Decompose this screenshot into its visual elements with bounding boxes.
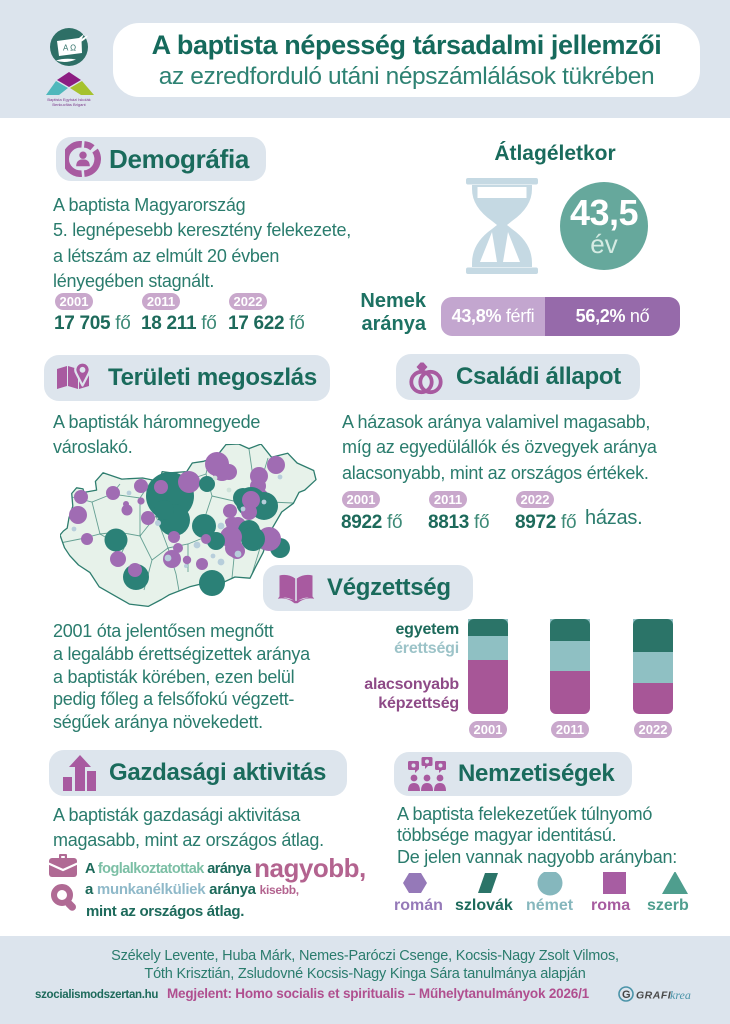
svg-text:Α Ω: Α Ω <box>63 44 76 53</box>
svg-text:krea: krea <box>670 988 691 1002</box>
svg-text:GRAFI: GRAFI <box>636 990 672 1002</box>
svg-text:Benkucfiás Brigant: Benkucfiás Brigant <box>52 102 86 107</box>
svg-text:Baptista Egyházi Iskolák: Baptista Egyházi Iskolák <box>47 97 90 102</box>
svg-text:G: G <box>622 989 631 1001</box>
